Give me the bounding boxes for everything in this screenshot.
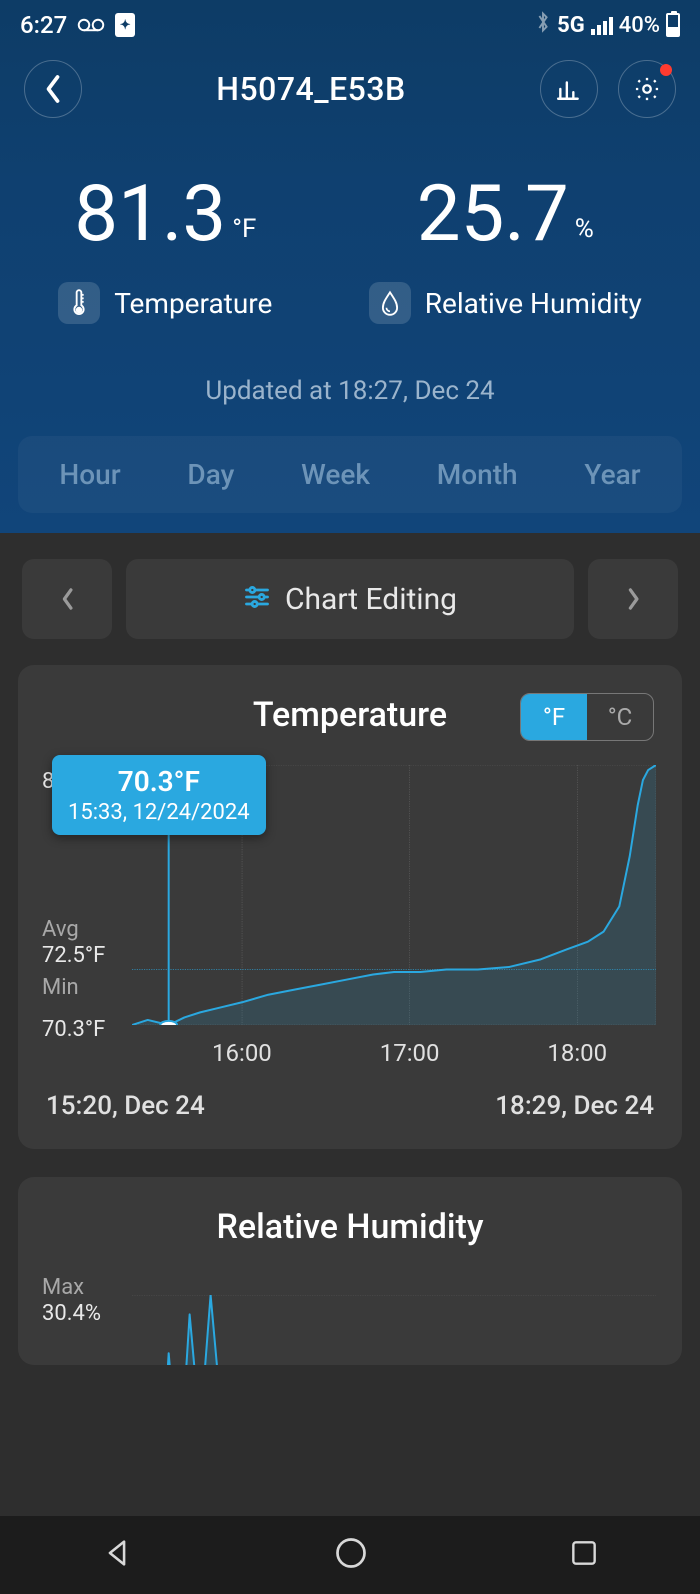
page-title: H5074_E53B: [216, 70, 405, 108]
humidity-chart-card: Relative Humidity Max 30.4%: [18, 1177, 682, 1365]
y-min-val: 70.3°F: [42, 1017, 105, 1042]
status-bar: 6:27 ✦ 5G 40%: [0, 0, 700, 46]
hum-max-label: Max: [42, 1275, 84, 1300]
range-start: 15:20, Dec 24: [46, 1091, 205, 1121]
unit-toggle[interactable]: °F °C: [520, 693, 654, 741]
x-tick-1: 17:00: [380, 1039, 440, 1067]
android-navbar: [0, 1516, 700, 1594]
tab-week[interactable]: Week: [301, 458, 370, 491]
thermometer-icon: [58, 282, 100, 324]
range-tabs: Hour Day Week Month Year: [18, 436, 682, 513]
chart-tooltip: 70.3°F 15:33, 12/24/2024: [52, 755, 266, 835]
hum-max-val: 30.4%: [42, 1301, 101, 1326]
temperature-unit: °F: [232, 214, 256, 254]
humidity-chart[interactable]: Max 30.4%: [32, 1275, 668, 1365]
tooltip-datetime: 15:33, 12/24/2024: [68, 800, 250, 825]
tab-day[interactable]: Day: [187, 458, 234, 491]
humidity-label: Relative Humidity: [425, 287, 642, 320]
sliders-icon: [243, 583, 271, 615]
signal-icon: [591, 15, 613, 35]
battery-fill: [668, 27, 678, 35]
hum-chart-title: Relative Humidity: [216, 1207, 483, 1247]
voicemail-icon: [77, 16, 105, 34]
notification-icon: ✦: [115, 13, 135, 37]
unit-f[interactable]: °F: [521, 694, 587, 740]
updated-text: Updated at 18:27, Dec 24: [0, 342, 700, 436]
nav-home-icon[interactable]: [333, 1535, 369, 1575]
status-time: 6:27: [20, 11, 67, 39]
y-avg-val: 72.5°F: [42, 943, 105, 968]
settings-alert-dot: [660, 64, 672, 76]
humidity-unit: %: [575, 214, 594, 254]
range-end: 18:29, Dec 24: [495, 1091, 654, 1121]
tab-month[interactable]: Month: [437, 458, 518, 491]
temperature-reading: 81.3 °F Temperature: [58, 176, 272, 324]
y-avg-label: Avg: [42, 917, 79, 942]
chart-next-button[interactable]: [588, 559, 678, 639]
tab-hour[interactable]: Hour: [59, 458, 120, 491]
droplet-icon: [369, 282, 411, 324]
chart-editing-button[interactable]: Chart Editing: [126, 559, 574, 639]
tooltip-value: 70.3°F: [68, 765, 250, 798]
settings-button[interactable]: [618, 60, 676, 118]
battery-pct: 40%: [619, 13, 660, 38]
temperature-chart[interactable]: 70.3°F 15:33, 12/24/2024 80.6°F Avg 72.5…: [32, 765, 668, 1075]
nav-back-icon[interactable]: [100, 1536, 134, 1574]
nav-recent-icon[interactable]: [568, 1537, 600, 1573]
x-tick-2: 18:00: [547, 1039, 607, 1067]
y-min-label: Min: [42, 975, 79, 1000]
back-button[interactable]: [24, 60, 82, 118]
temperature-chart-card: Temperature °F °C 70.3°F 15:33, 12/24/20…: [18, 665, 682, 1149]
chart-prev-button[interactable]: [22, 559, 112, 639]
stats-button[interactable]: [540, 60, 598, 118]
bluetooth-icon: [535, 10, 551, 40]
humidity-reading: 25.7 % Relative Humidity: [369, 176, 642, 324]
tab-year[interactable]: Year: [584, 458, 640, 491]
chart-editing-label: Chart Editing: [285, 582, 457, 617]
x-tick-0: 16:00: [212, 1039, 272, 1067]
temperature-value: 81.3: [74, 176, 226, 254]
temperature-label: Temperature: [114, 287, 272, 320]
unit-c[interactable]: °C: [587, 694, 653, 740]
humidity-value: 25.7: [417, 176, 569, 254]
battery-icon: [666, 13, 680, 37]
temp-chart-title: Temperature: [253, 695, 447, 735]
network-label: 5G: [557, 13, 585, 38]
